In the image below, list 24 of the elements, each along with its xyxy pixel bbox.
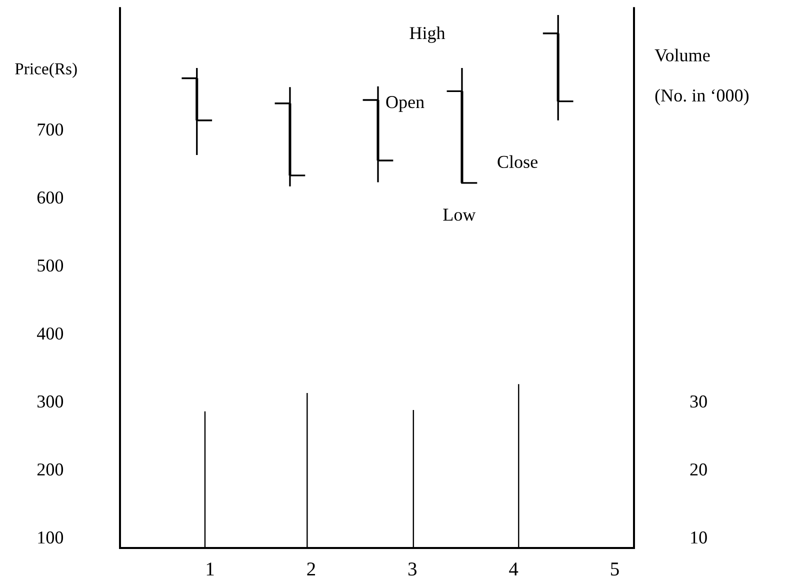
y-tick-label: 400	[37, 327, 64, 340]
annotation: Close	[498, 155, 538, 168]
x-tick-label: 3	[408, 562, 416, 576]
y-tick-label: 600	[37, 191, 64, 204]
candlestick	[274, 86, 306, 188]
x-tick-label: 5	[611, 562, 619, 576]
y-tick-label: 100	[38, 531, 64, 544]
annotation: High	[410, 26, 446, 43]
y-tick-label: 300	[38, 395, 64, 408]
annotation: Low	[443, 208, 476, 221]
annotation: Open	[386, 96, 424, 112]
candlestick	[542, 14, 574, 122]
candlestick	[180, 67, 213, 156]
y-axis-title: Price(Rs)	[15, 62, 77, 78]
y-tick-label: 700	[38, 123, 64, 136]
y-tick-label: 500	[38, 259, 64, 272]
x-tick-label: 2	[307, 562, 315, 576]
y2-tick-label: 20	[690, 463, 707, 476]
x-tick-label: 4	[509, 562, 518, 576]
x-tick-label: 1	[206, 562, 214, 576]
y2-tick-label: 10	[691, 531, 707, 544]
y2-tick-label: 30	[690, 395, 707, 408]
text: Volume (No. in ‘000)	[654, 48, 749, 106]
y-tick-label: 200	[37, 463, 64, 476]
